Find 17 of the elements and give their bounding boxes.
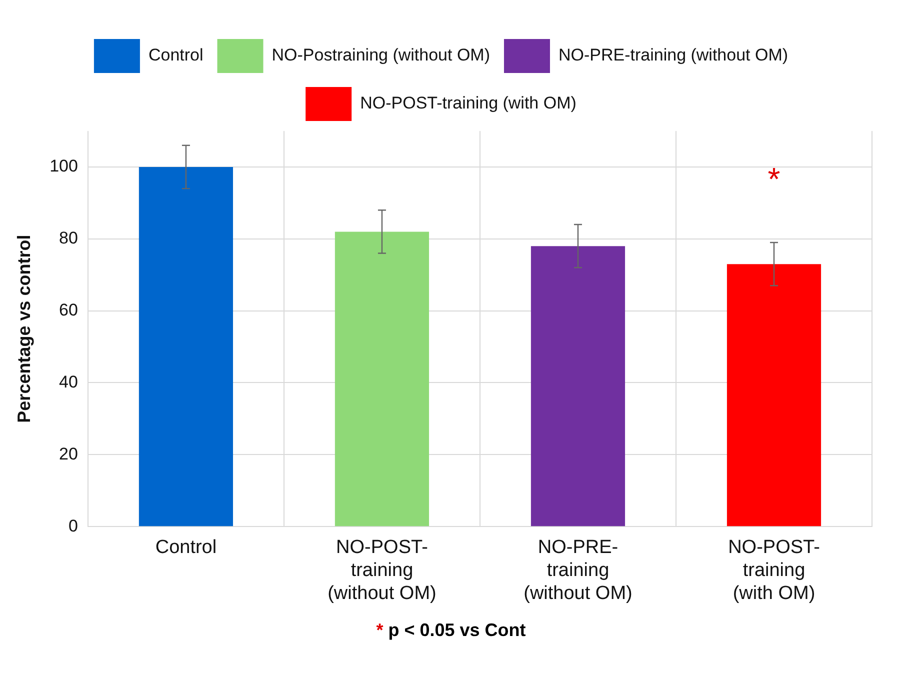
y-tick-label: 80 bbox=[59, 228, 78, 248]
y-tick-label: 100 bbox=[50, 156, 78, 176]
y-axis-title: Percentage vs control bbox=[14, 234, 34, 423]
y-tick-label: 60 bbox=[59, 300, 78, 320]
annotation: * bbox=[768, 160, 780, 197]
legend-label: Control bbox=[148, 46, 204, 65]
x-tick-label: NO-POST-training (with OM) bbox=[728, 537, 820, 604]
legend-label: NO-PRE-training (without OM) bbox=[558, 46, 788, 65]
legend-label: NO-Postraining (without OM) bbox=[272, 46, 490, 65]
y-tick-label: 0 bbox=[68, 516, 78, 536]
y-tick-label: 20 bbox=[59, 444, 78, 464]
x-tick-label: Control bbox=[155, 537, 217, 558]
x-tick-label: NO-POST-training (without OM) bbox=[328, 537, 436, 604]
x-tick-label: NO-PRE-training (without OM) bbox=[524, 537, 632, 604]
text: * p < 0.05 vs Cont bbox=[375, 620, 527, 641]
y-tick-label: 40 bbox=[59, 372, 78, 392]
legend-label: NO-POST-training (with OM) bbox=[360, 94, 576, 113]
